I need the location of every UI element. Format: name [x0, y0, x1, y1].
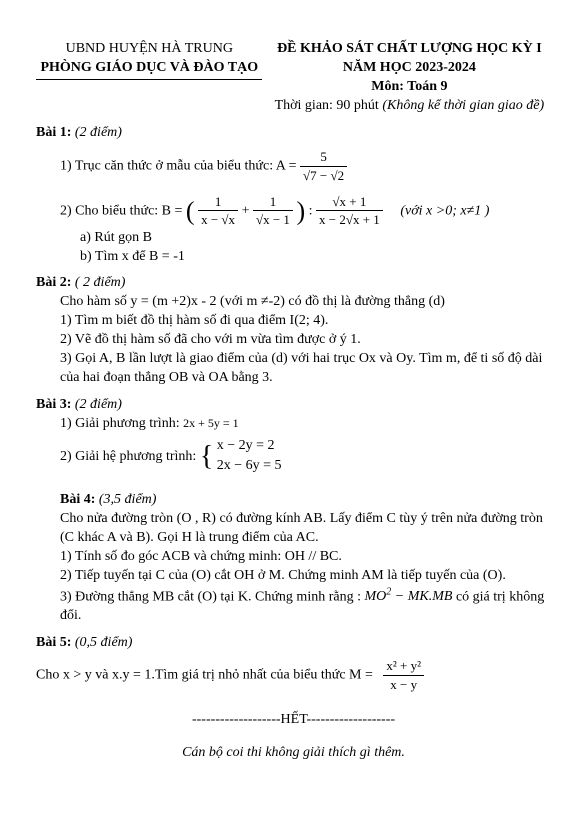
- exam-title: ĐỀ KHẢO SÁT CHẤT LƯỢNG HỌC KỲ I: [268, 40, 551, 59]
- f3-num: √x + 1: [316, 193, 383, 212]
- bai1-p1: 1) Trục căn thức ở mẫu của biểu thức: A …: [60, 148, 551, 184]
- bai2-title: Bài 2:: [36, 275, 71, 290]
- sys-row2: 2x − 6y = 5: [217, 456, 282, 477]
- bai2: Bài 2: ( 2 điểm) Cho hàm số y = (m +2)x …: [36, 274, 551, 387]
- brace-icon: {: [200, 444, 213, 469]
- bai1-f1: 1 x − √x: [198, 193, 238, 229]
- duration-note: (Không kể thời gian giao đề): [382, 98, 544, 113]
- plus: +: [242, 203, 250, 218]
- bai5-body: Cho x > y và x.y = 1.Tìm giá trị nhỏ nhấ…: [36, 657, 551, 693]
- header: UBND HUYỆN HÀ TRUNG PHÒNG GIÁO DỤC VÀ ĐÀ…: [36, 40, 551, 116]
- bai3-points: (2 điểm): [75, 397, 122, 412]
- bai1-p2b: b) Tìm x để B = -1: [80, 248, 551, 267]
- f1-den: x − √x: [198, 211, 238, 229]
- bai1: Bài 1: (2 điểm) 1) Trục căn thức ở mẫu c…: [36, 124, 551, 267]
- bai1-title: Bài 1:: [36, 125, 71, 140]
- bai2-points: ( 2 điểm): [75, 275, 126, 290]
- bai4-p2: 2) Tiếp tuyến tại C của (O) cắt OH ở M. …: [60, 567, 551, 586]
- bai3-p1: 1) Giải phương trình: 2x + 5y = 1: [60, 415, 551, 434]
- frac-num: 5: [300, 148, 347, 167]
- bai3-p1-text: 1) Giải phương trình:: [60, 416, 180, 431]
- bai4-p1: 1) Tính số đo góc ACB và chứng minh: OH …: [60, 548, 551, 567]
- bai1-points: (2 điểm): [75, 125, 122, 140]
- org-line2: PHÒNG GIÁO DỤC VÀ ĐÀO TẠO: [36, 59, 262, 80]
- bai4-points: (3,5 điểm): [99, 492, 157, 507]
- frac-den: √7 − √2: [300, 167, 347, 185]
- bai2-p3: 3) Gọi A, B lần lượt là giao điểm của (d…: [60, 350, 551, 388]
- bai1-f3: √x + 1 x − 2√x + 1: [316, 193, 383, 229]
- bai1-p1-text: 1) Trục căn thức ở mẫu của biểu thức: A …: [60, 159, 297, 174]
- bai5-text: Cho x > y và x.y = 1.Tìm giá trị nhỏ nhấ…: [36, 667, 373, 682]
- bai2-p2: 2) Vẽ đồ thị hàm số đã cho với m vừa tìm…: [60, 331, 551, 350]
- bai1-p2-text: 2) Cho biểu thức: B =: [60, 203, 182, 218]
- f3-den: x − 2√x + 1: [316, 211, 383, 229]
- f1-num: 1: [198, 193, 238, 212]
- bai1-p1-frac: 5 √7 − √2: [300, 148, 347, 184]
- bai4: Bài 4: (3,5 điểm) Cho nửa đường tròn (O …: [36, 491, 551, 626]
- end-text: -------------------HẾT------------------…: [192, 712, 395, 727]
- f2-den: √x − 1: [253, 211, 293, 229]
- bai3-p2: 2) Giải hệ phương trình: { x − 2y = 2 2x…: [60, 436, 551, 478]
- bai4-head: Bài 4: (3,5 điểm): [60, 491, 551, 510]
- end-line: -------------------HẾT------------------…: [36, 711, 551, 730]
- org-line1: UBND HUYỆN HÀ TRUNG: [36, 40, 263, 59]
- bai2-intro: Cho hàm số y = (m +2)x - 2 (với m ≠-2) c…: [60, 293, 551, 312]
- duration-text: Thời gian: 90 phút: [275, 98, 383, 113]
- bai2-p1: 1) Tìm m biết đồ thị hàm số đi qua điểm …: [60, 312, 551, 331]
- bai5: Bài 5: (0,5 điểm) Cho x > y và x.y = 1.T…: [36, 634, 551, 693]
- bai4-p3: 3) Đường thẳng MB cắt (O) tại K. Chứng m…: [60, 586, 551, 626]
- bai5-frac: x² + y² x − y: [383, 657, 424, 693]
- sys-row1: x − 2y = 2: [217, 436, 282, 457]
- mkmb-text: − MK.MB: [391, 589, 452, 604]
- footer-note: Cán bộ coi thi không giải thích gì thêm.: [36, 744, 551, 763]
- bai5-frac-num: x² + y²: [383, 657, 424, 676]
- bai4-intro: Cho nửa đường tròn (O , R) có đường kính…: [60, 510, 551, 548]
- bai1-p2: 2) Cho biểu thức: B = ( 1 x − √x + 1 √x …: [60, 193, 551, 229]
- rparen-icon: ): [296, 196, 305, 225]
- bai3-p1-eq: 2x + 5y = 1: [183, 416, 239, 430]
- f2-num: 1: [253, 193, 293, 212]
- header-left: UBND HUYỆN HÀ TRUNG PHÒNG GIÁO DỤC VÀ ĐÀ…: [36, 40, 263, 116]
- bai1-cond: (với x >0; x≠1 ): [400, 203, 489, 218]
- bai3: Bài 3: (2 điểm) 1) Giải phương trình: 2x…: [36, 396, 551, 478]
- bai3-title: Bài 3:: [36, 397, 71, 412]
- subject: Môn: Toán 9: [268, 78, 551, 97]
- bai1-f2: 1 √x − 1: [253, 193, 293, 229]
- school-year: NĂM HỌC 2023-2024: [268, 59, 551, 78]
- bai3-p2-text: 2) Giải hệ phương trình:: [60, 449, 196, 464]
- bai4-title: Bài 4:: [60, 492, 95, 507]
- bai1-p2a: a) Rút gọn B: [80, 229, 551, 248]
- bai4-p3a: 3) Đường thẳng MB cắt (O) tại K. Chứng m…: [60, 589, 364, 604]
- duration: Thời gian: 90 phút (Không kể thời gian g…: [268, 97, 551, 116]
- bai3-sys: x − 2y = 2 2x − 6y = 5: [217, 436, 282, 478]
- bai5-title: Bài 5:: [36, 635, 71, 650]
- bai5-points: (0,5 điểm): [75, 635, 133, 650]
- bai4-p3b: MO2 − MK.MB: [364, 589, 452, 604]
- header-right: ĐỀ KHẢO SÁT CHẤT LƯỢNG HỌC KỲ I NĂM HỌC …: [268, 40, 551, 116]
- mo-text: MO: [364, 589, 386, 604]
- lparen-icon: (: [186, 196, 195, 225]
- bai5-frac-den: x − y: [383, 676, 424, 694]
- colon: :: [309, 203, 313, 218]
